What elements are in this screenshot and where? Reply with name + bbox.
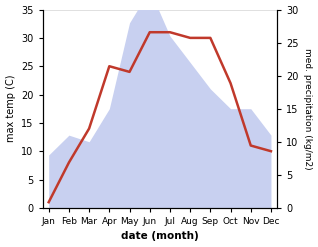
Y-axis label: max temp (C): max temp (C) (5, 75, 16, 143)
X-axis label: date (month): date (month) (121, 231, 199, 242)
Y-axis label: med. precipitation (kg/m2): med. precipitation (kg/m2) (303, 48, 313, 169)
